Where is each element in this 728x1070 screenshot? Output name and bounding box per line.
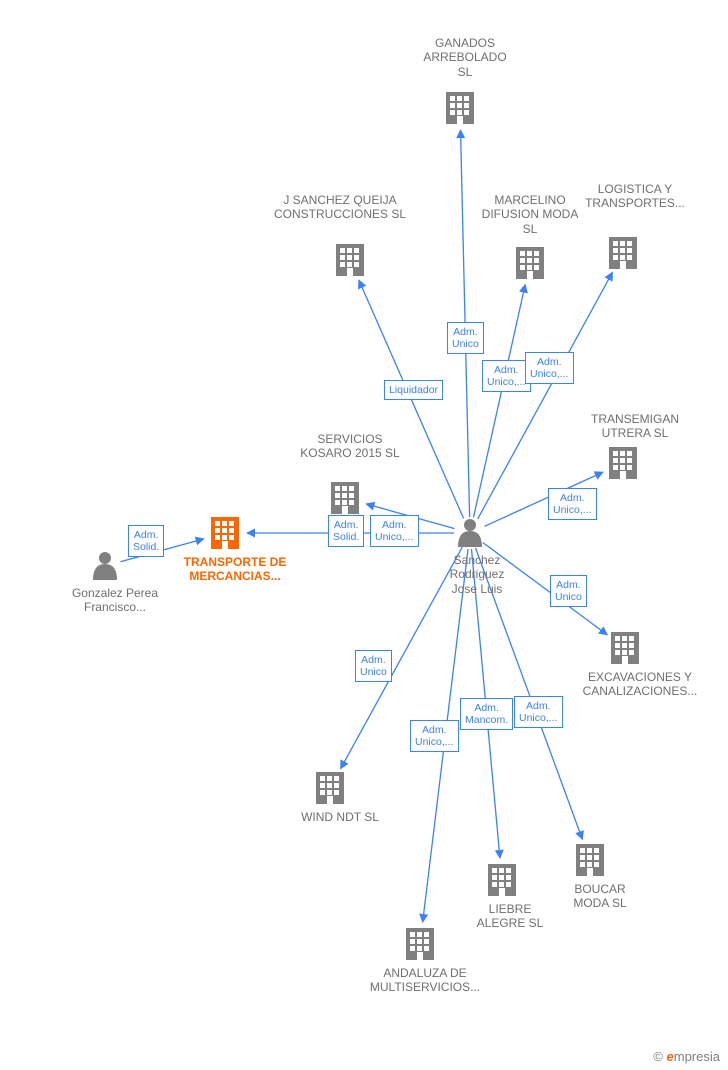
node-label: ANDALUZA DE MULTISERVICIOS... — [355, 966, 495, 995]
node-label: MARCELINO DIFUSION MODA SL — [480, 193, 580, 236]
edge-label: Adm.Unico — [355, 650, 392, 682]
edge — [478, 272, 613, 519]
node-label: LIEBRE ALEGRE SL — [465, 902, 555, 931]
edge-label: Adm.Unico,... — [482, 360, 531, 392]
node-label: WIND NDT SL — [290, 810, 390, 824]
building-icon — [576, 844, 604, 876]
building-icon — [316, 772, 344, 804]
node-label: LOGISTICA Y TRANSPORTES... — [570, 182, 700, 211]
watermark-brand-rest: mpresia — [674, 1049, 720, 1064]
building-icon — [609, 237, 637, 269]
node-label: Sanchez Rodriguez Jose Luis — [437, 553, 517, 596]
node-label: SERVICIOS KOSARO 2015 SL — [300, 432, 400, 461]
building-icon — [336, 244, 364, 276]
edge-label: Liquidador — [384, 380, 443, 400]
node-label: BOUCAR MODA SL — [555, 882, 645, 911]
edge-label: Adm.Unico,... — [410, 720, 459, 752]
person-icon — [93, 552, 117, 580]
building-icon — [609, 447, 637, 479]
edge-label: Adm.Solid. — [128, 525, 164, 557]
building-icon — [211, 517, 239, 549]
building-icon — [611, 632, 639, 664]
watermark-brand-e: e — [667, 1049, 674, 1064]
node-label: TRANSEMIGAN UTRERA SL — [575, 412, 695, 441]
node-label: J SANCHEZ QUEIJA CONSTRUCCIONES SL — [260, 193, 420, 222]
node-label: EXCAVACIONES Y CANALIZACIONES... — [555, 670, 725, 699]
edge — [473, 284, 525, 517]
node-label: Gonzalez Perea Francisco... — [70, 586, 160, 615]
watermark: © empresia — [653, 1049, 720, 1064]
person-icon — [458, 519, 482, 547]
edge-label: Adm.Unico — [550, 575, 587, 607]
watermark-copyright: © — [653, 1049, 663, 1064]
node-label: TRANSPORTE DE MERCANCIAS... — [175, 555, 295, 584]
building-icon — [488, 864, 516, 896]
edge-label: Adm.Unico,... — [525, 352, 574, 384]
building-icon — [406, 928, 434, 960]
edge-label: Adm.Mancom. — [460, 698, 513, 730]
edge-label: Adm.Solid. — [328, 515, 364, 547]
node-label: GANADOS ARREBOLADO SL — [415, 36, 515, 79]
edge-label: Adm.Unico,... — [548, 488, 597, 520]
building-icon — [516, 247, 544, 279]
building-icon — [331, 482, 359, 514]
edge-label: Adm.Unico,... — [370, 515, 419, 547]
edge-label: Adm.Unico — [447, 322, 484, 354]
edge-label: Adm.Unico,... — [514, 696, 563, 728]
building-icon — [446, 92, 474, 124]
